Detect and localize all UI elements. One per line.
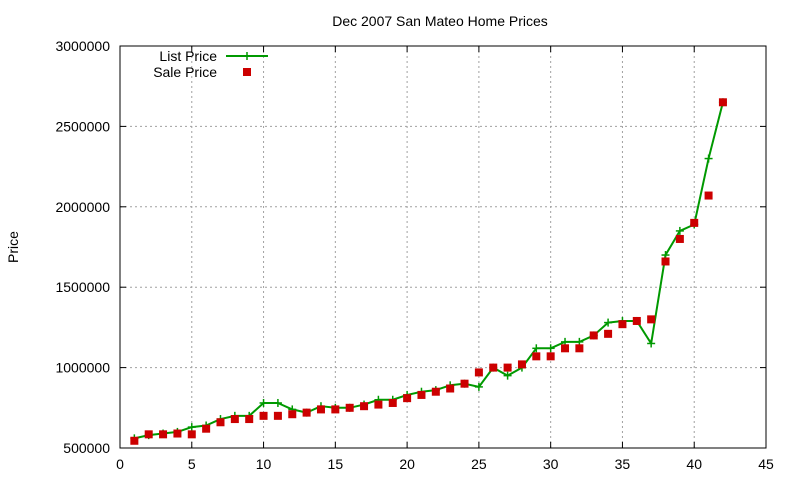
sale-price-point <box>374 400 383 409</box>
sale-price-point <box>259 411 268 420</box>
sale-price-point <box>130 436 139 445</box>
sale-price-point <box>661 257 670 266</box>
sale-price-point <box>704 191 713 200</box>
list-price-point <box>503 371 512 380</box>
list-price-point <box>187 423 196 432</box>
sale-price-point <box>718 98 727 107</box>
list-price-point <box>546 344 555 353</box>
list-price-point <box>259 398 268 407</box>
sale-price-point <box>561 344 570 353</box>
sale-price-point <box>503 363 512 372</box>
legend-marker-sale-price <box>243 68 251 76</box>
sale-price-point <box>288 410 297 419</box>
grid-lines <box>120 46 766 448</box>
y-tick-label: 2000000 <box>55 199 110 215</box>
sale-price-point <box>360 402 369 411</box>
sale-price-point <box>173 429 182 438</box>
y-tick-label: 500000 <box>63 440 110 456</box>
sale-price-point <box>690 218 699 227</box>
sale-price-point <box>604 329 613 338</box>
sale-price-point <box>589 331 598 340</box>
series-layer <box>130 98 727 445</box>
sale-price-point <box>159 430 168 439</box>
sale-price-point <box>331 405 340 414</box>
x-tick-label: 15 <box>328 456 344 472</box>
x-tick-label: 40 <box>686 456 702 472</box>
sale-price-point <box>517 360 526 369</box>
sale-price-point <box>575 344 584 353</box>
list-price-point <box>675 226 684 235</box>
sale-price-point <box>632 316 641 325</box>
x-tick-label: 0 <box>116 456 124 472</box>
plot-frame <box>119 45 767 449</box>
sale-price-point <box>618 320 627 329</box>
sale-price-point <box>245 415 254 424</box>
x-tick-label: 5 <box>188 456 196 472</box>
sale-price-point <box>302 408 311 417</box>
sale-price-point <box>273 411 282 420</box>
list-price-point <box>604 318 613 327</box>
list-price-point <box>647 339 656 348</box>
sale-price-point <box>187 430 196 439</box>
sale-price-point <box>345 403 354 412</box>
sale-price-point <box>403 394 412 403</box>
y-tick-label: 3000000 <box>55 38 110 54</box>
list-price-point <box>704 154 713 163</box>
sale-price-point <box>532 352 541 361</box>
sale-price-point <box>216 418 225 427</box>
sale-price-point <box>388 398 397 407</box>
legend-label-list-price: List Price <box>159 48 217 64</box>
sale-price-point <box>316 405 325 414</box>
x-tick-label: 25 <box>471 456 487 472</box>
sale-price-point <box>202 424 211 433</box>
axis-ticks: 0 5 10 15 20 25 30 35 40 45 500000 1000000 1500000 20… <box>55 38 774 472</box>
sale-price-point <box>647 315 656 324</box>
x-tick-label: 30 <box>543 456 559 472</box>
x-tick-label: 35 <box>615 456 631 472</box>
sale-price-point <box>460 379 469 388</box>
legend-label-sale-price: Sale Price <box>153 64 217 80</box>
list-price-point <box>273 398 282 407</box>
list-price-point <box>474 382 483 391</box>
sale-price-point <box>546 352 555 361</box>
y-tick-label: 1000000 <box>55 360 110 376</box>
sale-price-point <box>474 368 483 377</box>
x-tick-label: 10 <box>256 456 272 472</box>
sale-price-point <box>431 387 440 396</box>
list-price-point <box>532 344 541 353</box>
x-tick-label: 20 <box>399 456 415 472</box>
sale-price-point <box>446 384 455 393</box>
y-tick-label: 1500000 <box>55 279 110 295</box>
sale-price-point <box>417 390 426 399</box>
sale-price-point <box>675 234 684 243</box>
chart-title: Dec 2007 San Mateo Home Prices <box>332 13 548 29</box>
sale-price-point <box>144 430 153 439</box>
sale-price-point <box>489 363 498 372</box>
legend-marker-list-price <box>243 52 251 60</box>
y-axis-label: Price <box>5 231 21 263</box>
list-price-line <box>134 102 724 440</box>
x-tick-label: 45 <box>758 456 774 472</box>
y-tick-label: 2500000 <box>55 118 110 134</box>
sale-price-point <box>230 415 239 424</box>
